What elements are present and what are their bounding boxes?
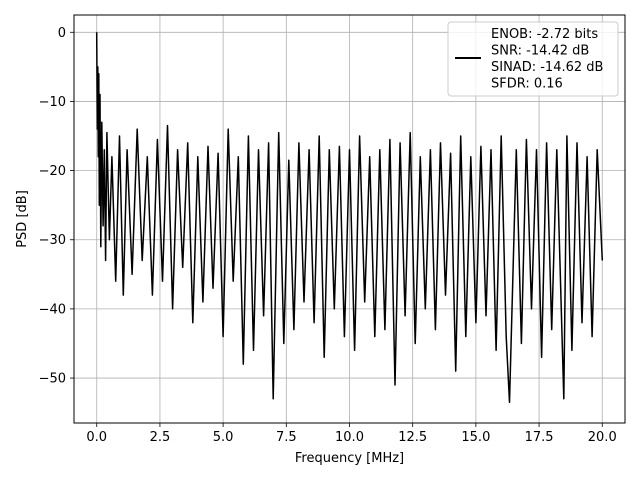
legend-line-snr: SNR: -14.42 dB	[491, 44, 589, 59]
y-axis-label: PSD [dB]	[15, 190, 30, 248]
legend-line-sfdr: SFDR: 0.16	[491, 77, 563, 92]
y-tick-label: −10	[39, 95, 66, 110]
y-axis: 0 −10 −20 −30 −40 −50	[39, 26, 74, 387]
x-tick-label: 15.0	[461, 430, 490, 445]
y-tick-label: −20	[39, 164, 66, 179]
x-tick-label: 10.0	[335, 430, 364, 445]
x-tick-label: 17.5	[525, 430, 554, 445]
x-tick-label: 7.5	[276, 430, 297, 445]
y-tick-label: 0	[58, 26, 66, 41]
x-axis-label: Frequency [MHz]	[295, 451, 404, 466]
y-tick-label: −30	[39, 233, 66, 248]
y-tick-label: −50	[39, 372, 66, 387]
legend-line-enob: ENOB: -2.72 bits	[491, 27, 598, 42]
series-layer	[95, 32, 604, 404]
y-tick-label: −40	[39, 302, 66, 317]
psd-series-line	[95, 32, 604, 404]
x-tick-label: 20.0	[588, 430, 617, 445]
x-tick-label: 12.5	[398, 430, 427, 445]
legend-box	[447, 21, 619, 97]
legend-line-sinad: SINAD: -14.62 dB	[491, 60, 603, 75]
x-axis: 0.0 2.5 5.0 7.5 10.0 12.5 15.0 17.5 20.0	[86, 423, 617, 445]
x-tick-label: 2.5	[150, 430, 171, 445]
legend: ENOB: -2.72 bits SNR: -14.42 dB SINAD: -…	[447, 21, 619, 97]
x-tick-label: 0.0	[86, 430, 107, 445]
x-tick-label: 5.0	[213, 430, 234, 445]
